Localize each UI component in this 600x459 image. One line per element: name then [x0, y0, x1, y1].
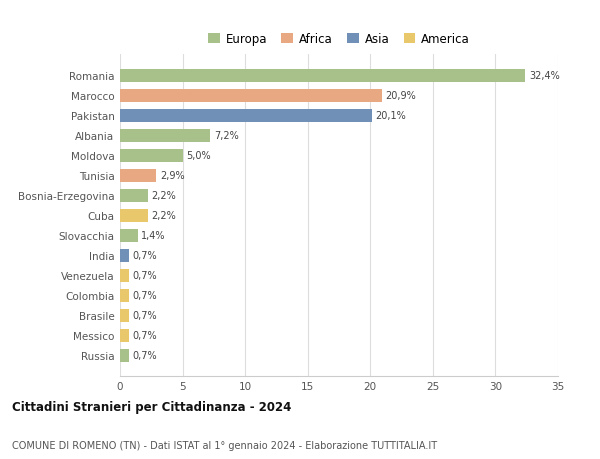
Bar [120, 70, 526, 83]
Bar [120, 309, 129, 322]
Text: 32,4%: 32,4% [529, 71, 560, 81]
Bar [120, 189, 148, 202]
Bar [120, 329, 129, 342]
Bar [120, 349, 129, 362]
Text: 0,7%: 0,7% [133, 251, 157, 261]
Text: COMUNE DI ROMENO (TN) - Dati ISTAT al 1° gennaio 2024 - Elaborazione TUTTITALIA.: COMUNE DI ROMENO (TN) - Dati ISTAT al 1°… [12, 440, 437, 450]
Bar [120, 249, 129, 262]
Text: 20,1%: 20,1% [375, 111, 406, 121]
Bar [120, 289, 129, 302]
Text: 2,2%: 2,2% [151, 211, 176, 221]
Bar [120, 209, 148, 222]
Bar [120, 269, 129, 282]
Text: 0,7%: 0,7% [133, 270, 157, 280]
Bar [120, 110, 371, 123]
Text: 2,2%: 2,2% [151, 191, 176, 201]
Text: 2,9%: 2,9% [160, 171, 185, 181]
Text: 0,7%: 0,7% [133, 330, 157, 340]
Bar [120, 150, 182, 162]
Text: 7,2%: 7,2% [214, 131, 239, 141]
Bar [120, 169, 156, 182]
Legend: Europa, Africa, Asia, America: Europa, Africa, Asia, America [208, 33, 470, 46]
Bar [120, 229, 137, 242]
Bar [120, 129, 210, 142]
Text: Cittadini Stranieri per Cittadinanza - 2024: Cittadini Stranieri per Cittadinanza - 2… [12, 400, 292, 413]
Text: 0,7%: 0,7% [133, 291, 157, 301]
Text: 0,7%: 0,7% [133, 350, 157, 360]
Text: 1,4%: 1,4% [141, 231, 166, 241]
Text: 5,0%: 5,0% [187, 151, 211, 161]
Text: 20,9%: 20,9% [385, 91, 416, 101]
Text: 0,7%: 0,7% [133, 310, 157, 320]
Bar [120, 90, 382, 102]
